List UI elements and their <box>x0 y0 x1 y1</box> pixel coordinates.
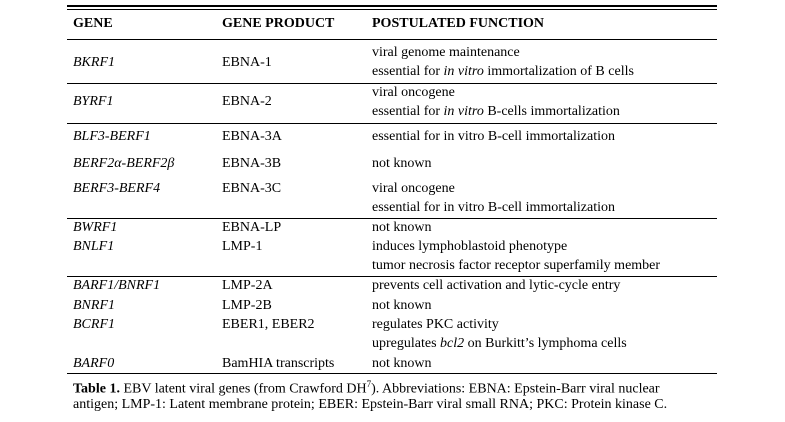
function-line: induces lymphoblastoid phenotype <box>372 239 568 254</box>
column-header-gene: GENE <box>73 16 113 31</box>
table-top-rule-thin <box>67 9 717 10</box>
gene-name: BERF2α-BERF2β <box>73 156 175 171</box>
gene-product: EBNA-3A <box>222 129 282 144</box>
gene-name: BWRF1 <box>73 220 118 235</box>
gene-product: LMP-2A <box>222 278 273 293</box>
function-line: not known <box>372 220 432 235</box>
function-line: not known <box>372 356 432 371</box>
gene-name: BYRF1 <box>73 94 114 109</box>
function-line: viral oncogene <box>372 85 455 100</box>
gene-product: EBNA-2 <box>222 94 272 109</box>
gene-name: BARF1/BNRF1 <box>73 278 161 293</box>
gene-product: EBNA-1 <box>222 55 272 70</box>
table-caption: Table 1. EBV latent viral genes (from Cr… <box>73 379 660 397</box>
table-caption-line2: antigen; LMP-1: Latent membrane protein;… <box>73 397 668 412</box>
gene-name: BKRF1 <box>73 55 115 70</box>
function-line: regulates PKC activity <box>372 317 499 332</box>
row-divider <box>67 218 717 219</box>
function-line: essential for in vitro B-cells immortali… <box>372 104 620 119</box>
gene-product: EBNA-3B <box>222 156 282 171</box>
caption-label: Table 1. <box>73 381 120 397</box>
function-line: essential for in vitro immortalization o… <box>372 64 634 79</box>
gene-name: BNLF1 <box>73 239 115 254</box>
gene-product: BamHIA transcripts <box>222 356 335 371</box>
gene-name: BERF3-BERF4 <box>73 181 161 196</box>
gene-product: EBER1, EBER2 <box>222 317 315 332</box>
function-line: upregulates bcl2 on Burkitt’s lymphoma c… <box>372 336 627 351</box>
function-line: tumor necrosis factor receptor superfami… <box>372 258 661 273</box>
table-bottom-rule <box>67 373 717 374</box>
row-divider <box>67 83 717 84</box>
function-line: prevents cell activation and lytic-cycle… <box>372 278 621 293</box>
function-line: not known <box>372 298 432 313</box>
caption-superscript: 7 <box>366 379 372 389</box>
gene-name: BCRF1 <box>73 317 115 332</box>
gene-product: EBNA-3C <box>222 181 282 196</box>
gene-name: BARF0 <box>73 356 115 371</box>
gene-product: LMP-2B <box>222 298 272 313</box>
gene-name: BNRF1 <box>73 298 115 313</box>
row-divider <box>67 123 717 124</box>
row-divider <box>67 276 717 277</box>
column-header-function: POSTULATED FUNCTION <box>372 16 545 31</box>
gene-product: LMP-1 <box>222 239 263 254</box>
table-top-rule <box>67 5 717 7</box>
function-line: viral genome maintenance <box>372 45 520 60</box>
function-line: not known <box>372 156 432 171</box>
function-line: essential for in vitro B-cell immortaliz… <box>372 200 615 215</box>
column-header-gene-product: GENE PRODUCT <box>222 16 335 31</box>
gene-product: EBNA-LP <box>222 220 282 235</box>
gene-name: BLF3-BERF1 <box>73 129 151 144</box>
function-line: viral oncogene <box>372 181 455 196</box>
header-rule <box>67 39 717 40</box>
function-line: essential for in vitro B-cell immortaliz… <box>372 129 615 144</box>
